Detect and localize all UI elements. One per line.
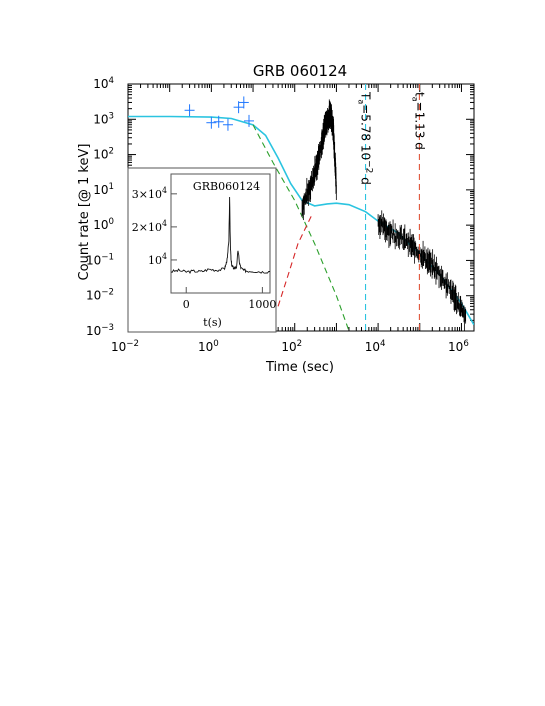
- time-marker-label: Ta=5.78 10−2 d: [357, 91, 374, 185]
- inset-x-tick-label: 0: [183, 298, 190, 311]
- inset-x-axis-label: t(s): [203, 316, 222, 329]
- inset-plot: GRB060124 0 1000 104 2×104 3×104 t(s): [127, 167, 277, 333]
- time-marker-label: ta=1.13 d: [410, 92, 426, 150]
- y-axis-label: Count rate [@ 1 keV]: [77, 144, 92, 281]
- y-tick-label: 101: [93, 182, 114, 197]
- x-tick-label: 102: [281, 339, 302, 354]
- x-tick-label: 100: [198, 339, 219, 354]
- inset-light-curve: [170, 196, 270, 274]
- inset-title: GRB060124: [193, 180, 260, 193]
- x-tick-label: 10−2: [111, 339, 139, 354]
- prompt-component-line: [252, 124, 350, 331]
- inset-box: [127, 167, 277, 333]
- x-axis-label: Time (sec): [265, 360, 334, 375]
- y-tick-label: 102: [93, 147, 114, 162]
- x-tick-label: 104: [365, 339, 386, 354]
- inset-frame: [170, 173, 271, 294]
- y-tick-label: 103: [93, 111, 114, 126]
- chart-title: GRB 060124: [253, 62, 347, 80]
- inset-y-tick-label: 2×104: [132, 219, 167, 234]
- y-tick-label: 10−2: [86, 288, 114, 303]
- inset-y-tick-label: 3×104: [132, 186, 167, 201]
- afterglow-component-line: [277, 215, 312, 307]
- y-tick-label: 10−3: [86, 323, 114, 338]
- x-tick-label: 106: [448, 339, 469, 354]
- main-plot: 10−2 100 102 104 10610−310−210−1100101102103…: [86, 76, 475, 354]
- plot-data: [128, 96, 474, 331]
- y-tick-label: 104: [93, 76, 114, 91]
- y-tick-label: 10−1: [86, 252, 114, 267]
- inset-y-tick-label: 104: [148, 252, 167, 267]
- y-tick-label: 100: [93, 217, 114, 232]
- inset-x-tick-label: 1000: [248, 298, 276, 311]
